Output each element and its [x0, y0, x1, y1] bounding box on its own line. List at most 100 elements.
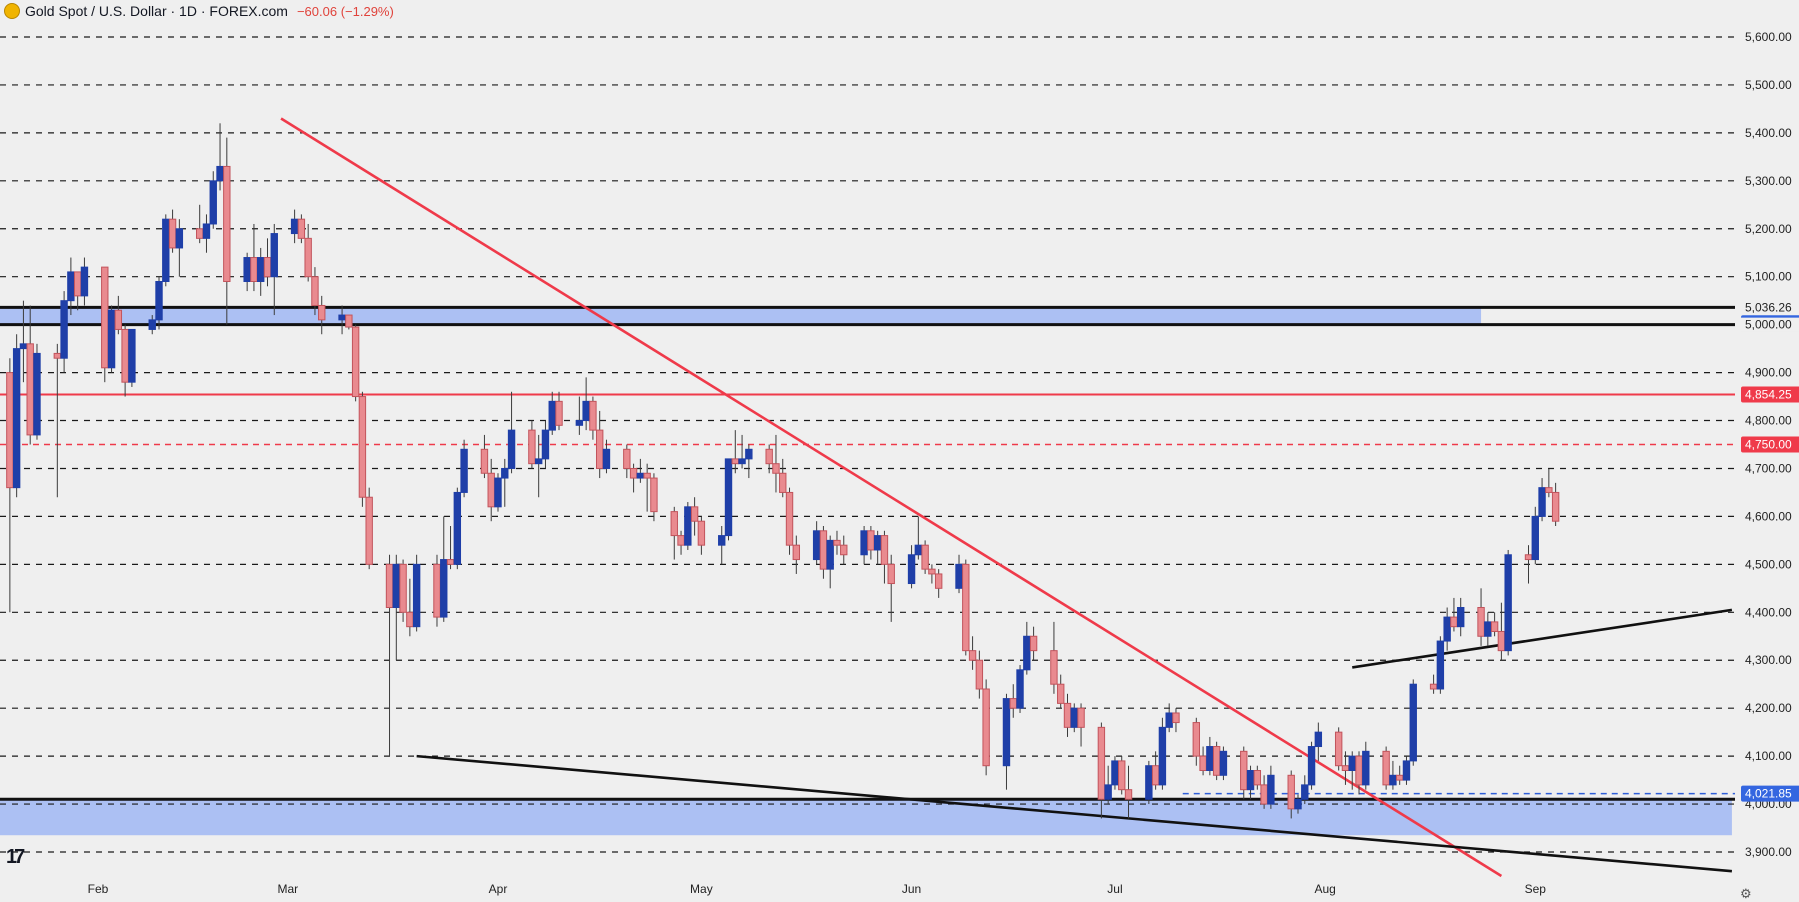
candle-body — [243, 257, 251, 283]
candle-body — [101, 266, 109, 369]
candle-20 — [80, 257, 89, 306]
time-axis[interactable]: Feb Mar Apr May Jun Jul Aug Sep — [88, 882, 1547, 896]
candle-102 — [867, 526, 875, 560]
price-label-bg — [1741, 300, 1799, 315]
candle-body — [168, 218, 177, 249]
candle-body — [670, 511, 678, 537]
candle-body — [1097, 726, 1106, 800]
candle-28 — [162, 214, 170, 287]
candle-body — [724, 458, 733, 537]
tradingview-logo-icon[interactable]: 17 — [6, 846, 25, 868]
price-tick-label: 4,100.00 — [1745, 749, 1792, 763]
candle-87 — [724, 458, 733, 541]
candle-body — [412, 563, 421, 628]
candle-body — [1450, 616, 1458, 628]
price-tag-label: 4,854.25 — [1745, 388, 1792, 402]
candle-21 — [101, 266, 109, 383]
candle-135 — [1172, 708, 1180, 733]
candle-body — [880, 535, 889, 565]
candle-body — [595, 429, 604, 469]
price-axis[interactable]: 5,600.00 5,500.00 5,400.00 5,300.00 5,200.00… — [1741, 30, 1799, 859]
candle-body — [406, 611, 414, 628]
candle-73 — [589, 396, 597, 440]
candle-122 — [1057, 674, 1065, 709]
candle-143 — [1253, 765, 1262, 790]
candle-148 — [1301, 775, 1309, 805]
time-tick-aug: Aug — [1314, 882, 1335, 896]
candle-body — [690, 506, 699, 522]
candle-body — [345, 314, 353, 328]
candle-39 — [263, 238, 272, 287]
price-tick-label: 4,600.00 — [1745, 509, 1792, 523]
zone-1 — [0, 799, 1732, 836]
candle-16 — [53, 343, 62, 498]
candles — [6, 123, 1560, 819]
gear-icon[interactable]: ⚙ — [1740, 886, 1752, 901]
candle-44 — [311, 267, 319, 316]
candle-body — [1165, 712, 1173, 728]
candle-body — [697, 520, 706, 546]
price-tag-bg — [1741, 436, 1799, 453]
candle-67 — [534, 434, 543, 498]
candle-167 — [1484, 612, 1492, 646]
candle-140 — [1219, 746, 1228, 781]
trendline-2 — [1352, 608, 1733, 669]
candle-body — [1477, 607, 1485, 637]
candle-body — [677, 535, 685, 546]
candle-body — [575, 420, 584, 426]
candle-body — [1402, 760, 1411, 781]
candle-98 — [826, 535, 834, 589]
candle-38 — [257, 247, 265, 296]
candle-body — [128, 328, 136, 383]
candle-body — [887, 563, 895, 585]
candle-85 — [697, 516, 706, 555]
candle-72 — [582, 377, 590, 431]
candle-body — [738, 458, 746, 465]
candle-83 — [684, 502, 692, 550]
candle-125 — [1077, 703, 1085, 747]
candle-60 — [460, 439, 468, 498]
price-tick-label: 5,100.00 — [1745, 270, 1792, 284]
candle-94 — [785, 487, 794, 555]
candle-body — [223, 165, 231, 282]
price-tick-label: 5,500.00 — [1745, 78, 1792, 92]
candle-body — [826, 539, 834, 570]
candle-48 — [351, 324, 360, 402]
candle-body — [460, 448, 468, 493]
price-tick-label: 5,300.00 — [1745, 174, 1792, 188]
candle-91 — [765, 444, 773, 474]
symbol-title[interactable]: Gold Spot / U.S. Dollar · 1D · FOREX.com — [25, 3, 288, 19]
candle-89 — [738, 434, 746, 469]
candle-81 — [670, 506, 678, 560]
time-tick-may: May — [690, 882, 713, 896]
candle-body — [73, 271, 82, 297]
candle-51 — [385, 554, 394, 757]
price-label-bg — [1741, 317, 1799, 332]
candle-body — [446, 559, 455, 565]
candle-body — [311, 276, 319, 306]
price-tick-label: 4,400.00 — [1745, 605, 1792, 619]
candle-body — [1538, 487, 1546, 517]
price-tick-label: 4,200.00 — [1745, 701, 1792, 715]
candle-body — [921, 544, 929, 570]
candle-body — [365, 496, 373, 565]
candle-body — [1341, 765, 1350, 771]
price-tag-label: 4,021.85 — [1745, 787, 1792, 801]
candle-body — [1531, 515, 1539, 561]
candle-body — [507, 429, 516, 469]
candle-body — [209, 180, 217, 225]
candle-body — [765, 448, 773, 465]
candle-173 — [1538, 478, 1546, 522]
candle-body — [1260, 784, 1268, 805]
candle-70 — [555, 391, 563, 431]
candle-body — [1355, 755, 1363, 786]
candle-63 — [494, 473, 502, 512]
price-gridlines — [0, 36, 1735, 853]
candle-107 — [914, 516, 923, 560]
candle-body — [819, 530, 828, 570]
candle-body — [487, 472, 495, 508]
candle-body — [1212, 746, 1221, 776]
candle-80 — [650, 473, 658, 522]
candle-body — [304, 237, 312, 278]
